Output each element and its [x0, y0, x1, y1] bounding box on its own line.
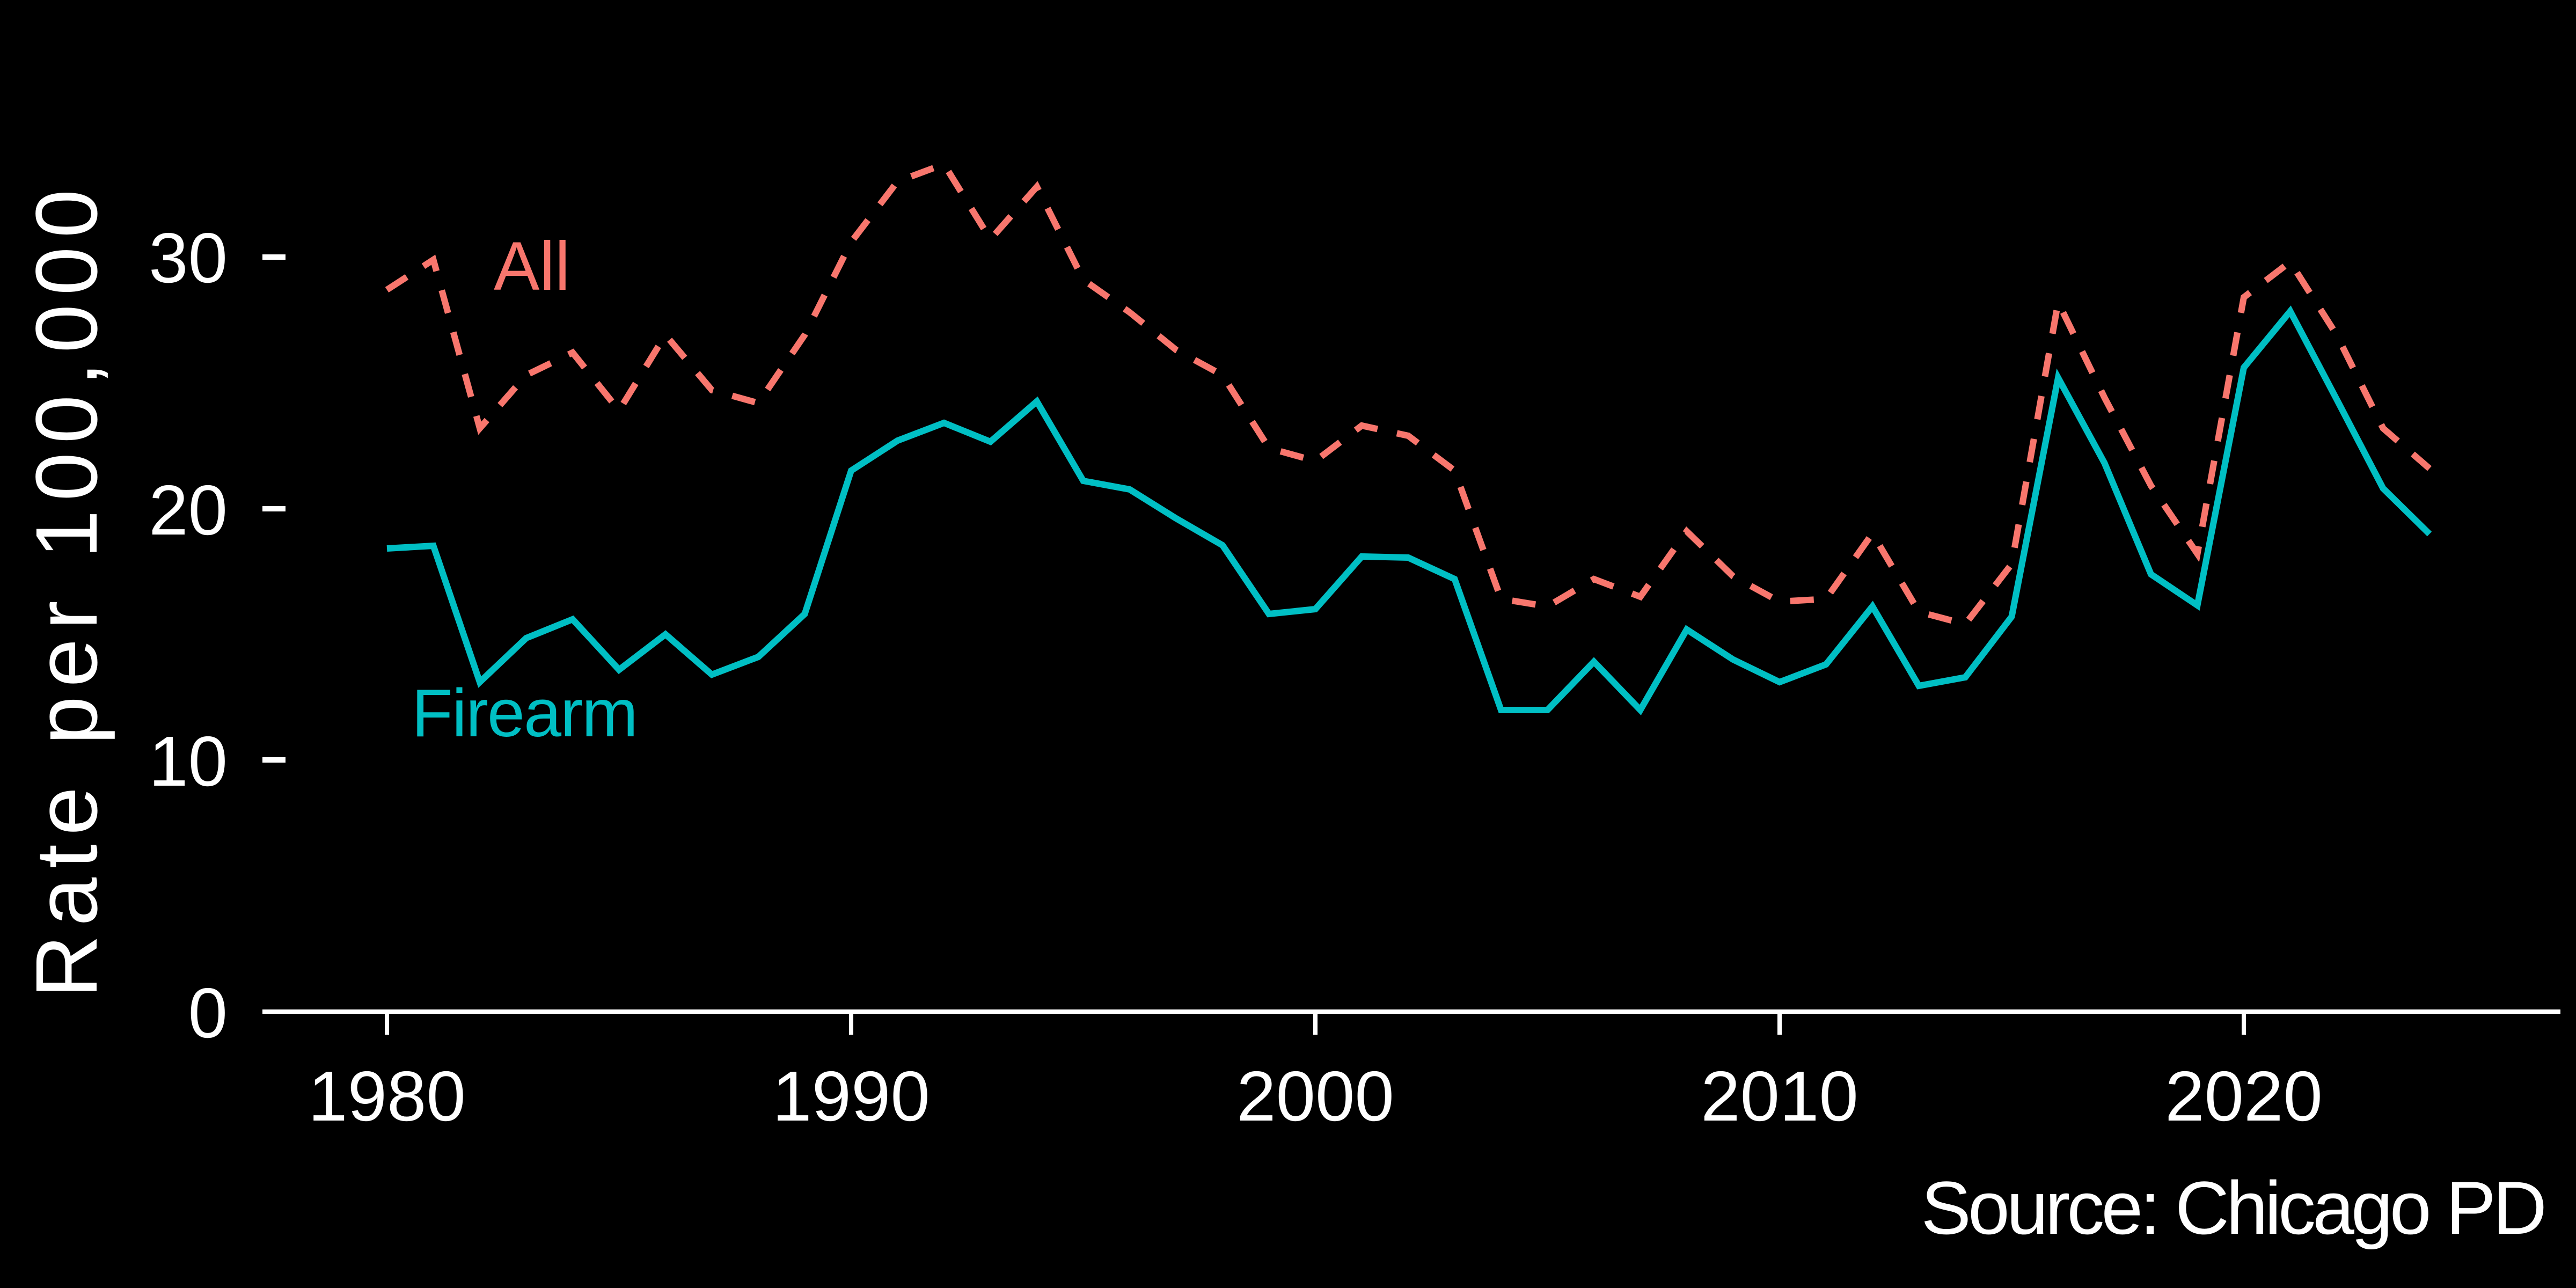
svg-text:Rate per 100,000: Rate per 100,000 [17, 180, 115, 998]
svg-text:1980: 1980 [308, 1057, 466, 1136]
svg-text:2010: 2010 [1701, 1057, 1858, 1136]
svg-text:2020: 2020 [2165, 1057, 2323, 1136]
svg-text:Source: Chicago PD: Source: Chicago PD [1921, 1166, 2544, 1250]
svg-text:2000: 2000 [1236, 1057, 1394, 1136]
svg-text:1990: 1990 [772, 1057, 930, 1136]
svg-text:All: All [494, 228, 570, 305]
svg-text:0: 0 [188, 974, 228, 1052]
svg-text:10: 10 [149, 722, 228, 801]
svg-text:30: 30 [149, 218, 228, 297]
svg-text:Firearm: Firearm [412, 675, 637, 751]
svg-text:20: 20 [149, 471, 228, 550]
